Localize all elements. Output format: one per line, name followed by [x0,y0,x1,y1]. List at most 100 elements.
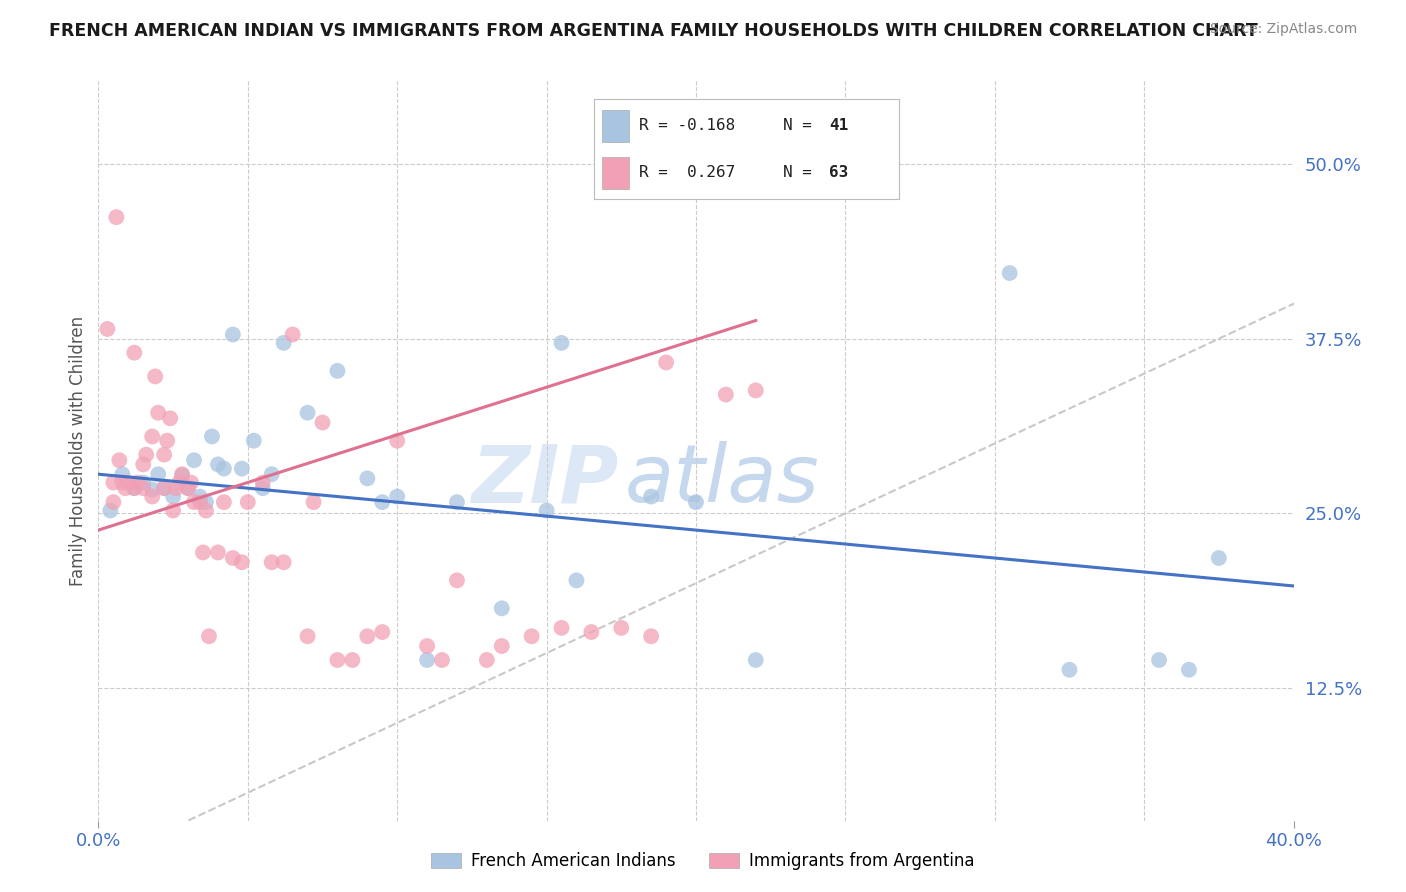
Point [640,490,662,504]
Point [536,503,558,517]
Point [105,210,128,224]
Point [222,327,245,342]
Point [162,490,184,504]
Point [180,475,202,490]
Point [1147,653,1170,667]
Point [198,629,221,643]
Point [416,639,439,653]
Point [297,406,319,420]
Point [371,495,394,509]
Point [385,434,409,448]
Point [745,653,768,667]
Point [371,625,394,640]
Point [132,481,155,495]
Point [124,481,146,495]
Point [167,475,190,490]
Point [212,495,235,509]
Point [640,629,662,643]
Point [195,495,218,509]
Point [231,555,253,569]
Point [96,322,118,336]
Point [135,448,157,462]
Point [183,495,205,509]
Point [714,387,737,401]
Point [260,555,283,569]
Point [550,335,572,350]
Point [153,481,176,495]
Point [565,574,588,588]
Point [141,483,163,497]
Point [252,481,274,495]
Point [281,327,304,342]
Point [114,481,136,495]
Point [356,471,378,485]
Point [491,639,513,653]
Point [655,355,678,369]
Point [111,475,134,490]
Point [297,629,319,643]
Text: Source: ZipAtlas.com: Source: ZipAtlas.com [1209,22,1357,37]
Point [177,481,200,495]
Text: atlas: atlas [624,441,820,519]
Point [117,475,139,490]
Point [581,625,603,640]
Point [685,495,707,509]
Point [159,411,181,425]
Point [188,495,211,509]
Point [550,621,572,635]
Point [132,475,155,490]
Text: ZIP: ZIP [471,441,619,519]
Point [475,653,498,667]
Point [446,574,468,588]
Point [385,490,409,504]
Point [162,503,184,517]
Y-axis label: Family Households with Children: Family Households with Children [69,316,87,585]
Point [326,364,349,378]
Point [111,467,134,482]
Point [745,384,768,398]
Point [326,653,349,667]
Point [1178,663,1201,677]
Point [141,490,163,504]
Point [98,503,122,517]
Legend: French American Indians, Immigrants from Argentina: French American Indians, Immigrants from… [425,846,981,877]
Point [998,266,1021,280]
Point [132,458,155,472]
Point [231,461,253,475]
Point [195,503,218,517]
Text: FRENCH AMERICAN INDIAN VS IMMIGRANTS FROM ARGENTINA FAMILY HOUSEHOLDS WITH CHILD: FRENCH AMERICAN INDIAN VS IMMIGRANTS FRO… [49,22,1258,40]
Point [103,495,125,509]
Point [148,467,170,482]
Point [124,345,146,359]
Point [520,629,543,643]
Point [273,335,295,350]
Point [273,555,295,569]
Point [416,653,439,667]
Point [188,490,211,504]
Point [177,481,200,495]
Point [610,621,633,635]
Point [446,495,468,509]
Point [148,406,170,420]
Point [141,429,163,443]
Point [311,416,333,430]
Point [207,458,229,472]
Point [191,545,214,559]
Point [201,429,224,443]
Point [103,475,125,490]
Point [153,481,176,495]
Point [207,545,229,559]
Point [108,453,131,467]
Point [153,448,176,462]
Point [342,653,364,667]
Point [260,467,283,482]
Point [172,467,194,482]
Point [172,468,194,483]
Point [252,475,274,490]
Point [156,434,179,448]
Point [491,601,513,615]
Point [1208,551,1230,566]
Point [222,551,245,566]
Point [165,481,187,495]
Point [430,653,453,667]
